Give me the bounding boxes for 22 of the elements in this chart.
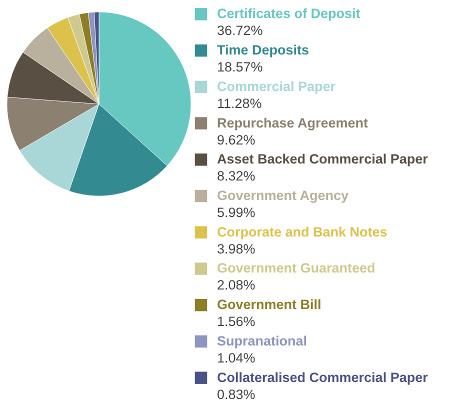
legend-label: Government Bill [217, 297, 322, 312]
data-label: 1.04% [217, 350, 256, 366]
data-label: 3.98% [217, 241, 256, 256]
data-label: 2.08% [217, 278, 256, 293]
legend-label: Repurchase Agreement [217, 115, 369, 130]
legend-label: Government Agency [217, 188, 350, 203]
legend-label: Asset Backed Commercial Paper [217, 152, 429, 167]
legend-label: Collateralised Commercial Paper [217, 370, 429, 385]
legend-label: Government Guaranteed [217, 260, 376, 276]
legend-label: Commercial Paper [217, 78, 336, 94]
data-label: 9.62% [217, 132, 256, 148]
data-label: 36.72% [217, 23, 263, 38]
legend-label: Certificates of Deposit [217, 6, 361, 22]
legend-label: Time Deposits [217, 42, 310, 58]
data-label: 8.32% [217, 168, 256, 184]
legend-label: Supranational [217, 333, 308, 348]
data-label: 11.28% [217, 96, 262, 111]
data-label: 18.57% [217, 60, 263, 75]
data-label: 5.99% [217, 205, 256, 220]
data-label: 0.83% [217, 386, 256, 402]
data-label: 1.56% [217, 314, 256, 330]
legend-label: Corporate and Bank Notes [217, 224, 388, 240]
